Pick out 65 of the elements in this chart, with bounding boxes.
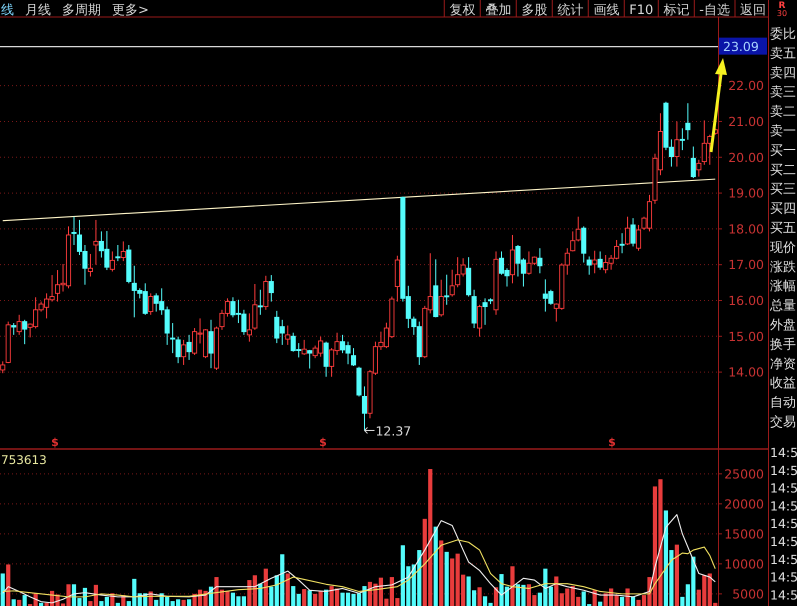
text: -自选 [699, 3, 730, 18]
text: 涨幅 [770, 279, 796, 294]
text: 画线 [593, 3, 620, 18]
text: 14:5 [770, 445, 797, 460]
y-tick-label: 25000 [724, 466, 764, 482]
y-tick-label: 10000 [724, 556, 764, 572]
y-tick-label: 14.00 [728, 364, 764, 380]
text: 14:5 [770, 552, 797, 567]
y-tick-label: 20000 [724, 496, 764, 512]
text: 总量 [769, 298, 796, 314]
ref-line-label: 23.09 [723, 39, 759, 54]
text: 多股 [521, 3, 548, 18]
text: 线 [1, 3, 14, 18]
text: 14:5 [770, 516, 797, 532]
annotation: $ [51, 436, 59, 449]
text: 买三 [770, 182, 796, 198]
text: 14:5 [770, 534, 797, 549]
text: 更多> [112, 3, 149, 18]
annotation: $ [319, 436, 327, 449]
y-tick-label: 17.00 [728, 257, 764, 272]
y-tick-label: 5000 [732, 586, 764, 602]
text: 买五 [770, 221, 796, 236]
text: 14:5 [770, 587, 797, 602]
text: 买一 [770, 143, 796, 158]
text: 14:5 [770, 462, 797, 478]
text: 现价 [770, 240, 796, 256]
y-tick-label: 15000 [724, 526, 764, 542]
text: 换手 [770, 337, 796, 352]
text: 买四 [770, 202, 796, 217]
text: 卖一 [770, 124, 796, 139]
text: 收益 [770, 376, 796, 392]
text: 月线 [25, 3, 51, 18]
text: 30 [776, 9, 788, 18]
text: 14:5 [770, 498, 797, 514]
text: R [778, 1, 786, 11]
text: 自动 [770, 396, 796, 411]
text: 卖三 [770, 85, 796, 100]
text: 卖二 [770, 104, 796, 120]
annotation: 753613 [1, 453, 47, 467]
annotation: $ [608, 436, 616, 449]
text: 卖四 [770, 66, 796, 81]
text: 14:5 [770, 480, 797, 496]
text: 返回 [740, 3, 766, 18]
text: 统计 [557, 3, 584, 18]
y-tick-label: 20.00 [728, 150, 764, 165]
text: 14:5 [770, 570, 797, 585]
text: 交易 [770, 414, 796, 430]
text: 涨跌 [770, 260, 796, 275]
text: 多周期 [62, 3, 101, 18]
text: F10 [629, 3, 654, 18]
text: 买二 [770, 162, 796, 178]
y-tick-label: 18.00 [728, 221, 764, 236]
text: 卖五 [770, 46, 796, 62]
y-tick-label: 22.00 [728, 78, 764, 94]
y-tick-label: 21.00 [728, 114, 764, 129]
y-tick-label: 16.00 [728, 292, 764, 308]
y-tick-label: 19.00 [728, 186, 764, 201]
text: 叠加 [485, 3, 512, 18]
text: 外盘 [770, 318, 796, 333]
text: 标记 [662, 3, 690, 18]
text: 委比 [770, 27, 796, 42]
y-tick-label: 15.00 [728, 328, 764, 344]
annotation: 12.37 [375, 423, 412, 438]
text: 复权 [449, 3, 476, 18]
text: 净资 [770, 356, 796, 372]
